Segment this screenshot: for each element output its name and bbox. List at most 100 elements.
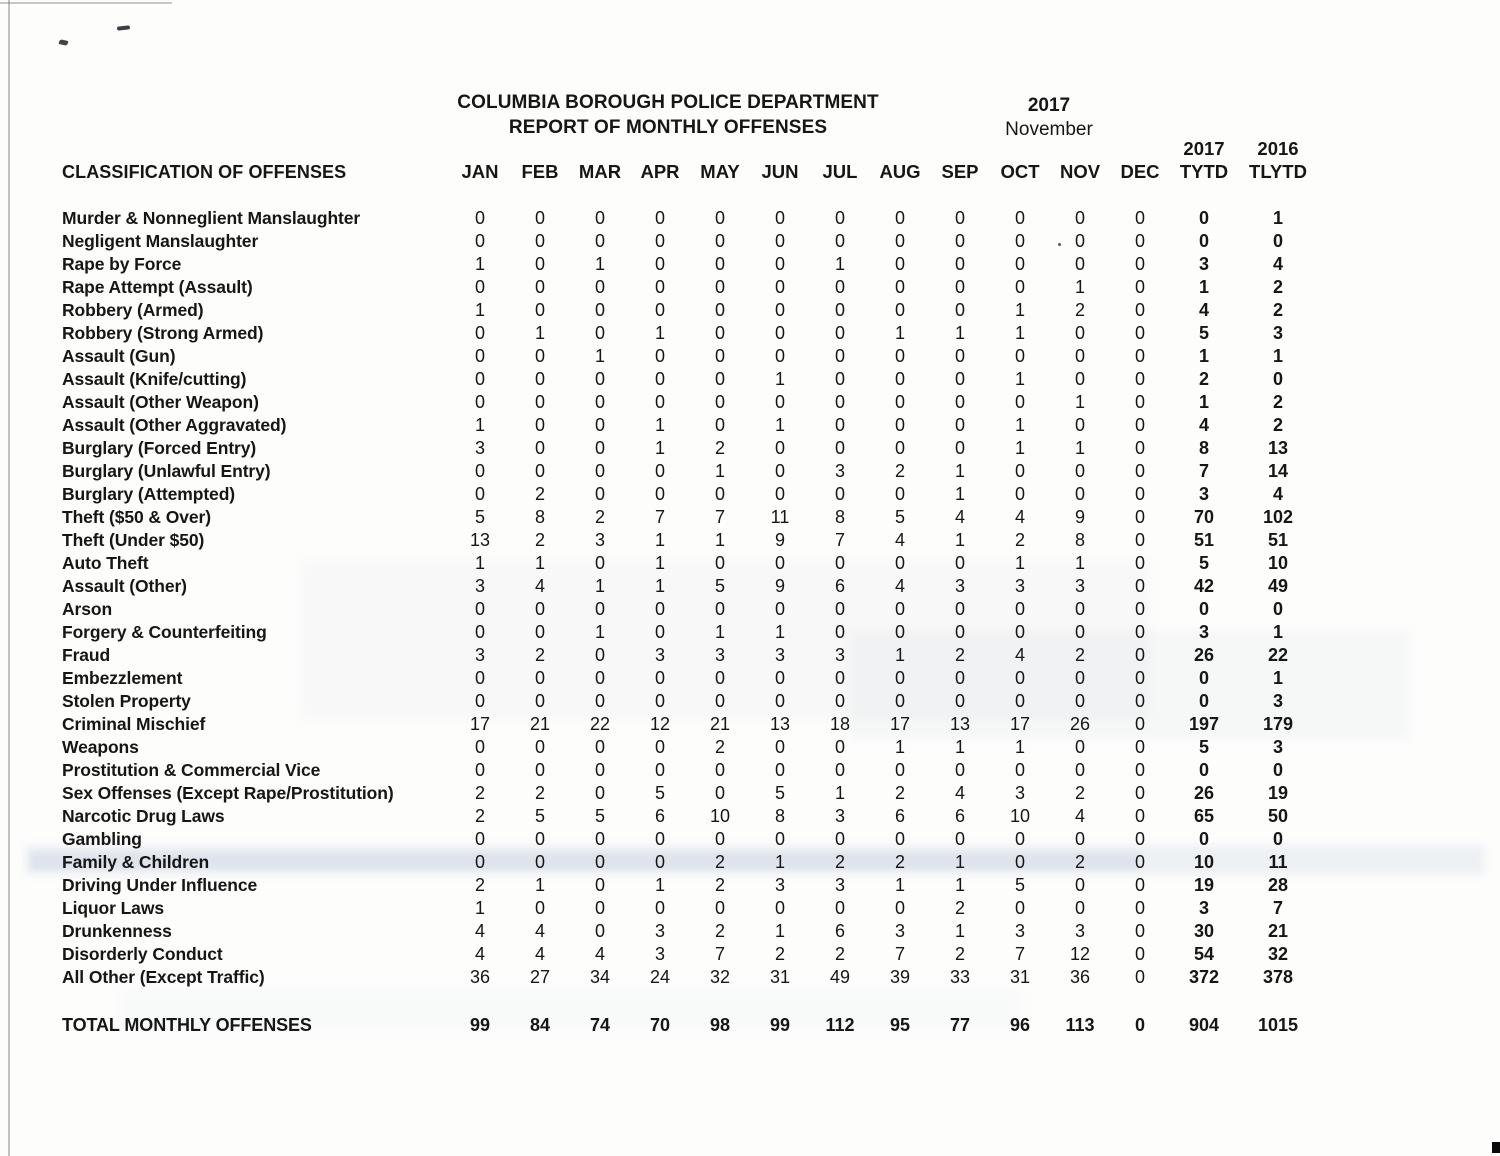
month-value: 0 — [1134, 599, 1145, 619]
month-value: 0 — [474, 668, 485, 688]
month-value: 3 — [1074, 921, 1085, 941]
month-value: 0 — [834, 484, 845, 504]
month-value: 0 — [1074, 760, 1085, 780]
scan-speck — [116, 25, 131, 31]
tytd-value: 3 — [1198, 622, 1209, 642]
total-month-value: 70 — [649, 1014, 671, 1035]
month-value: 3 — [474, 438, 485, 458]
month-value: 0 — [654, 461, 665, 481]
month-value: 0 — [1134, 507, 1145, 527]
month-value: 1 — [654, 323, 665, 343]
month-value: 0 — [1014, 691, 1025, 711]
month-value: 2 — [834, 852, 845, 872]
month-value: 0 — [534, 369, 545, 389]
month-value: 0 — [594, 875, 605, 895]
month-value: 0 — [834, 208, 845, 228]
month-value: 1 — [774, 415, 785, 435]
month-value: 2 — [534, 783, 545, 803]
month-value: 0 — [1134, 553, 1145, 573]
month-value: 0 — [954, 622, 965, 642]
tlytd-value: 0 — [1272, 231, 1283, 251]
month-value: 0 — [714, 300, 725, 320]
tlytd-value: 51 — [1267, 530, 1289, 550]
month-value: 2 — [954, 944, 965, 964]
month-value: 18 — [829, 714, 851, 734]
tytd-value: 30 — [1193, 921, 1215, 941]
month-value: 31 — [1009, 967, 1031, 987]
report-period: 2017 November — [978, 94, 1120, 142]
tytd-value: 5 — [1198, 737, 1209, 757]
month-value: 0 — [534, 254, 545, 274]
month-value: 0 — [474, 829, 485, 849]
month-value: 0 — [594, 461, 605, 481]
month-header-dec: DEC — [1120, 161, 1160, 182]
month-value: 0 — [834, 622, 845, 642]
month-value: 0 — [954, 829, 965, 849]
month-value: 1 — [1074, 553, 1085, 573]
tlytd-value: 2 — [1272, 415, 1283, 435]
tlytd-value: 102 — [1262, 507, 1294, 527]
month-value: 6 — [954, 806, 965, 826]
table-row: Driving Under Influence 2 1 0 1 2 3 3 1 1 5 0 0 19 28 — [62, 874, 1318, 897]
month-value: 0 — [894, 760, 905, 780]
month-value: 1 — [714, 461, 725, 481]
month-value: 2 — [714, 852, 725, 872]
month-value: 1 — [654, 415, 665, 435]
month-value: 3 — [474, 645, 485, 665]
month-value: 0 — [534, 461, 545, 481]
month-value: 0 — [1134, 622, 1145, 642]
month-value: 3 — [1074, 576, 1085, 596]
month-value: 1 — [534, 553, 545, 573]
month-value: 0 — [894, 208, 905, 228]
tlytd-value: 11 — [1268, 852, 1288, 872]
month-value: 21 — [529, 714, 551, 734]
month-value: 0 — [834, 438, 845, 458]
scan-bleedthrough — [850, 630, 1410, 740]
month-value: 0 — [834, 553, 845, 573]
table-row: Theft ($50 & Over) 5 8 2 7 7 11 8 5 4 4 9 0 70 102 — [62, 506, 1318, 529]
offense-label: Auto Theft — [62, 553, 149, 573]
offense-label: Family & Children — [62, 852, 210, 872]
month-value: 0 — [954, 392, 965, 412]
month-value: 1 — [1074, 277, 1085, 297]
month-value: 0 — [654, 599, 665, 619]
month-value: 0 — [1074, 875, 1085, 895]
total-month-value: 74 — [589, 1014, 611, 1035]
month-value: 1 — [474, 300, 485, 320]
month-value: 1 — [774, 369, 785, 389]
month-value: 0 — [594, 300, 605, 320]
tlytd-value: 21 — [1267, 921, 1289, 941]
month-value: 0 — [1014, 760, 1025, 780]
month-value: 1 — [894, 875, 905, 895]
total-month-value: 112 — [825, 1014, 855, 1035]
month-value: 0 — [1014, 254, 1025, 274]
month-value: 0 — [534, 829, 545, 849]
month-value: 8 — [774, 806, 785, 826]
month-value: 2 — [534, 530, 545, 550]
month-value: 0 — [654, 829, 665, 849]
month-value: 4 — [594, 944, 605, 964]
month-value: 1 — [774, 852, 785, 872]
month-value: 1 — [1014, 438, 1025, 458]
month-value: 0 — [714, 829, 725, 849]
month-value: 3 — [594, 530, 605, 550]
month-value: 0 — [834, 277, 845, 297]
month-value: 26 — [1069, 714, 1091, 734]
month-value: 1 — [954, 737, 965, 757]
tlytd-value: 2 — [1272, 392, 1283, 412]
offense-label: Rape by Force — [62, 254, 182, 274]
tytd-value: 0 — [1198, 760, 1209, 780]
month-value: 2 — [714, 875, 725, 895]
total-tlytd-value: 1015 — [1257, 1014, 1299, 1035]
total-row: TOTAL MONTHLY OFFENSES 99 84 74 70 98 99… — [62, 1012, 1318, 1038]
month-value: 3 — [834, 645, 845, 665]
month-value: 9 — [774, 530, 785, 550]
tytd-value: 1 — [1198, 346, 1209, 366]
tytd-value: 10 — [1193, 852, 1215, 872]
month-value: 0 — [714, 346, 725, 366]
month-value: 0 — [1074, 737, 1085, 757]
total-month-value: 77 — [949, 1014, 971, 1035]
month-value: 0 — [774, 599, 785, 619]
tlytd-value: 2 — [1272, 300, 1283, 320]
month-value: 0 — [474, 622, 485, 642]
